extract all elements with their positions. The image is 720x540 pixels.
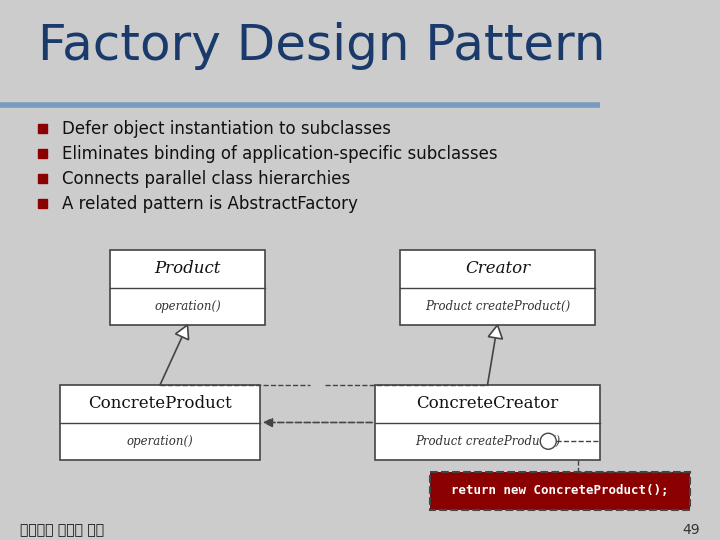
Text: return new ConcreteProduct();: return new ConcreteProduct(); xyxy=(451,484,669,497)
Text: Product: Product xyxy=(154,260,221,277)
Bar xyxy=(38,174,47,183)
Text: Product createProduct(): Product createProduct() xyxy=(415,435,560,448)
Text: ConcreteProduct: ConcreteProduct xyxy=(88,395,232,412)
FancyBboxPatch shape xyxy=(400,250,595,325)
Bar xyxy=(38,149,47,158)
FancyBboxPatch shape xyxy=(375,385,600,460)
Text: Eliminates binding of application-specific subclasses: Eliminates binding of application-specif… xyxy=(62,145,498,163)
Text: operation(): operation() xyxy=(154,300,221,313)
Text: Product createProduct(): Product createProduct() xyxy=(425,300,570,313)
Text: ConcreteCreator: ConcreteCreator xyxy=(416,395,559,412)
Text: Factory Design Pattern: Factory Design Pattern xyxy=(38,22,606,70)
FancyBboxPatch shape xyxy=(430,472,690,510)
Circle shape xyxy=(540,433,557,449)
Bar xyxy=(38,124,47,133)
FancyBboxPatch shape xyxy=(60,385,260,460)
Polygon shape xyxy=(176,325,189,340)
Text: A related pattern is AbstractFactory: A related pattern is AbstractFactory xyxy=(62,195,358,213)
Text: Creator: Creator xyxy=(465,260,530,277)
FancyBboxPatch shape xyxy=(110,250,265,325)
Text: 49: 49 xyxy=(683,523,700,537)
Text: Defer object instantiation to subclasses: Defer object instantiation to subclasses xyxy=(62,120,391,138)
Text: 交大資工 蔡文能 計概: 交大資工 蔡文能 計概 xyxy=(20,523,104,537)
Bar xyxy=(38,199,47,208)
Text: Connects parallel class hierarchies: Connects parallel class hierarchies xyxy=(62,170,350,188)
Text: operation(): operation() xyxy=(127,435,194,448)
Polygon shape xyxy=(488,325,503,339)
